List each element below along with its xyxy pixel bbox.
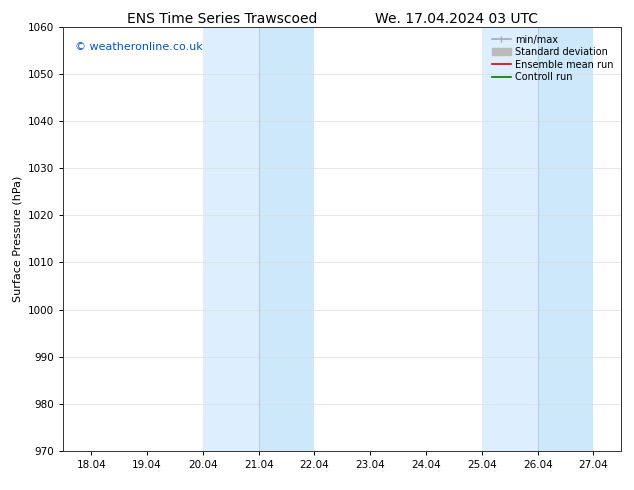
Bar bbox=[203, 27, 259, 451]
Legend: min/max, Standard deviation, Ensemble mean run, Controll run: min/max, Standard deviation, Ensemble me… bbox=[489, 32, 616, 85]
Bar bbox=[482, 27, 538, 451]
Text: © weatheronline.co.uk: © weatheronline.co.uk bbox=[75, 42, 202, 52]
Y-axis label: Surface Pressure (hPa): Surface Pressure (hPa) bbox=[13, 176, 23, 302]
Bar bbox=[538, 27, 593, 451]
Text: We. 17.04.2024 03 UTC: We. 17.04.2024 03 UTC bbox=[375, 12, 538, 26]
Bar bbox=[259, 27, 314, 451]
Text: ENS Time Series Trawscoed: ENS Time Series Trawscoed bbox=[127, 12, 317, 26]
